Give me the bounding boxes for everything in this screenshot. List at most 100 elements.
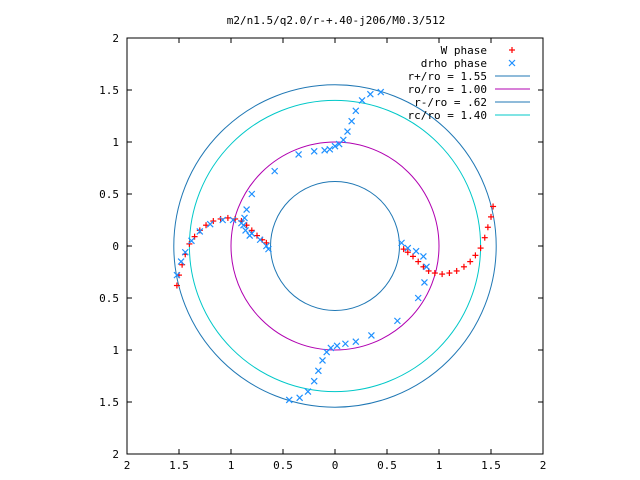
circles-layer — [173, 84, 497, 408]
w-phase-point-17 — [263, 239, 270, 246]
y-tick-label-8: 2 — [112, 32, 119, 45]
drho-phase-point-49 — [310, 377, 318, 385]
drho-phase-point-7 — [229, 216, 237, 224]
drho-phase-point-23 — [326, 145, 334, 153]
legend-entry-4: r-/ro = .62 — [414, 96, 530, 109]
ring-2 — [270, 181, 400, 311]
drho-phase-point-3 — [188, 237, 195, 245]
w-phase-point-9 — [217, 215, 224, 222]
drho-phase-point-39 — [414, 294, 422, 302]
x-tick-label-1: 1.5 — [169, 459, 189, 472]
drho-phase-point-5 — [206, 220, 214, 228]
y-tick-label-0: 2 — [112, 448, 119, 461]
legend-entry-2: r+/ro = 1.55 — [408, 70, 530, 83]
drho-phase-point-16 — [241, 214, 248, 222]
y-tick-label-3: 0.5 — [99, 292, 119, 305]
y-tick-label-2: 1 — [112, 344, 119, 357]
x-tick-label-5: 0.5 — [377, 459, 397, 472]
w-phase-point-19 — [404, 249, 411, 256]
drho-phase-point-46 — [323, 348, 331, 356]
legend-entry-5: rc/ro = 1.40 — [408, 109, 530, 122]
drho-phase-point-44 — [333, 342, 341, 350]
legend-label-3: ro/ro = 1.00 — [408, 83, 487, 96]
x-tick-label-8: 2 — [540, 459, 547, 472]
drho-phase-point-11 — [262, 242, 270, 250]
w-phase-point-24 — [431, 270, 438, 277]
drho-phase-point-22 — [321, 146, 329, 154]
drho-phase-point-21 — [310, 147, 318, 155]
drho-phase-point-40 — [393, 317, 401, 325]
drho-phase-point-37 — [423, 263, 430, 271]
y-tick-label-6: 1 — [112, 136, 119, 149]
legend-label-5: rc/ro = 1.40 — [408, 109, 487, 122]
drho-phase-point-12 — [265, 245, 272, 253]
w-phase-point-0 — [173, 282, 180, 289]
drho-phase-point-30 — [358, 96, 366, 104]
w-phase-point-34 — [488, 213, 494, 220]
w-phase-point-15 — [254, 232, 260, 239]
chart-title: m2/n1.5/q2.0/r-+.40-j206/M0.3/512 — [227, 14, 446, 27]
y-tick-label-7: 1.5 — [99, 84, 119, 97]
w-phase-point-11 — [232, 215, 239, 222]
drho-phase-point-28 — [348, 117, 356, 125]
w-phase-point-5 — [191, 233, 198, 240]
x-tick-label-0: 2 — [124, 459, 131, 472]
w-phase-point-13 — [243, 222, 250, 229]
legend-label-1: drho phase — [421, 57, 487, 70]
x-tick-label-7: 1.5 — [481, 459, 501, 472]
drho-phase-point-10 — [256, 236, 264, 244]
w-phase-point-18 — [400, 246, 407, 253]
w-phase-point-20 — [410, 253, 416, 260]
legend-label-2: r+/ro = 1.55 — [408, 70, 487, 83]
x-tick-label-2: 1 — [228, 459, 235, 472]
w-phase-point-7 — [203, 222, 210, 229]
legend-entry-3: ro/ro = 1.00 — [408, 83, 530, 96]
drho-phase-point-27 — [344, 128, 351, 136]
x-tick-label-3: 0.5 — [273, 459, 293, 472]
points-layer — [173, 88, 497, 404]
w-phase-point-33 — [484, 224, 491, 231]
drho-phase-point-19 — [271, 167, 279, 175]
drho-phase-point-1 — [177, 258, 185, 266]
drho-phase-point-50 — [304, 388, 312, 396]
legend-entry-0: W phase — [441, 44, 515, 57]
w-phase-point-14 — [248, 227, 255, 234]
x-tick-label-4: 0 — [332, 459, 339, 472]
drho-phase-point-38 — [421, 278, 428, 286]
w-phase-point-29 — [467, 258, 474, 265]
w-phase-point-22 — [420, 263, 427, 270]
drho-phase-point-20 — [295, 151, 303, 158]
w-phase-point-8 — [210, 218, 217, 225]
w-phase-point-31 — [477, 245, 484, 252]
w-phase-point-4 — [186, 240, 193, 247]
drho-phase-point-18 — [248, 190, 256, 198]
drho-phase-point-52 — [285, 396, 293, 404]
ticks-layer: 2 1.5 1 0.5 0 0.5 1 1.5 221.510.500.511.52 — [99, 32, 546, 472]
drho-phase-point-32 — [377, 88, 385, 96]
drho-phase-point-35 — [412, 247, 420, 255]
drho-phase-point-14 — [242, 226, 249, 234]
y-tick-label-4: 0 — [112, 240, 119, 253]
y-tick-label-1: 1.5 — [99, 396, 119, 409]
w-phase-point-35 — [490, 203, 497, 210]
drho-phase-point-43 — [341, 340, 349, 348]
ring-1 — [230, 141, 440, 351]
drho-phase-point-34 — [404, 244, 412, 252]
drho-phase-point-6 — [219, 216, 227, 224]
w-phase-point-32 — [481, 234, 488, 241]
drho-phase-point-4 — [196, 228, 204, 235]
drho-phase-point-13 — [246, 232, 254, 240]
w-phase-point-30 — [472, 252, 479, 259]
legend-label-0: W phase — [441, 44, 487, 57]
drho-phase-point-0 — [173, 271, 181, 279]
w-phase-point-27 — [453, 267, 460, 274]
w-phase-point-6 — [196, 227, 203, 234]
drho-phase-point-36 — [419, 252, 427, 260]
y-tick-label-5: 0.5 — [99, 188, 119, 201]
drho-phase-point-29 — [352, 107, 360, 115]
drho-phase-point-41 — [367, 332, 375, 339]
ring-0 — [173, 84, 497, 408]
drho-phase-point-48 — [314, 367, 322, 375]
drho-phase-point-17 — [243, 206, 251, 214]
